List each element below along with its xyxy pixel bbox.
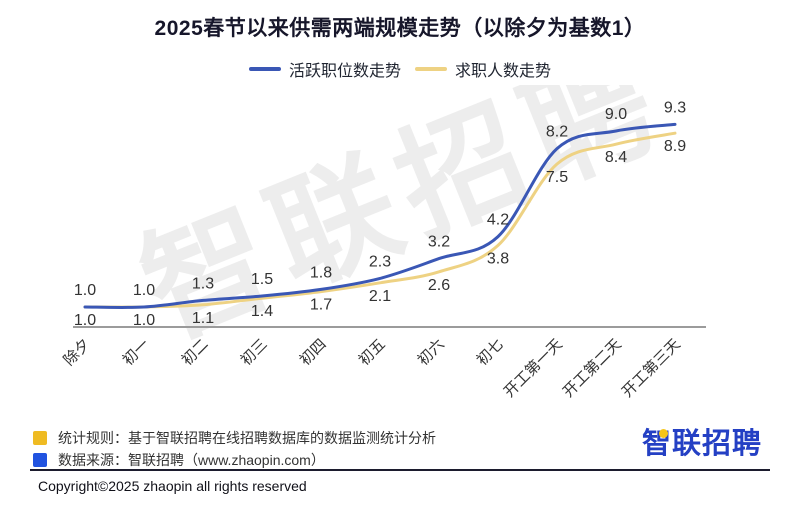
data-label-s1-p0: 1.0 xyxy=(74,312,96,329)
data-label-s1-p6: 2.6 xyxy=(428,277,450,294)
x-tick-label-8: 开工第一天 xyxy=(500,335,566,401)
x-tick-label-0: 除夕 xyxy=(61,336,94,369)
data-label-s1-p7: 3.8 xyxy=(487,250,509,267)
x-tick-label-5: 初五 xyxy=(356,336,389,369)
x-tick-label-1: 初一 xyxy=(120,336,153,369)
chart-title: 2025春节以来供需两端规模走势（以除夕为基数1） xyxy=(154,17,646,40)
data-label-s0-p8: 8.2 xyxy=(546,124,568,141)
legend-item-job-seekers: 求职人数走势 xyxy=(415,57,551,81)
data-label-s0-p4: 1.8 xyxy=(310,264,332,281)
footer-note-data-source-text: 数据来源：智联招聘（www.zhaopin.com） xyxy=(58,452,325,468)
chart-legend: 活跃职位数走势 求职人数走势 xyxy=(0,57,800,81)
data-label-s0-p9: 9.0 xyxy=(605,106,627,123)
data-label-s0-p6: 3.2 xyxy=(428,234,450,251)
x-tick-label-6: 初六 xyxy=(415,336,448,369)
copyright-text: Copyright©2025 zhaopin all rights reserv… xyxy=(38,478,307,494)
note-swatch-yellow xyxy=(33,431,47,445)
x-tick-label-7: 初七 xyxy=(474,336,507,369)
data-label-s0-p0: 1.0 xyxy=(74,282,96,299)
x-tick-label-10: 开工第三天 xyxy=(618,335,684,401)
x-tick-label-3: 初三 xyxy=(238,336,271,369)
zhaopin-logo: 智联招聘 xyxy=(642,424,762,464)
data-label-s1-p2: 1.1 xyxy=(192,310,214,327)
footer-note-statistics-rule-text: 统计规则：基于智联招聘在线招聘数据库的数据监测统计分析 xyxy=(58,430,436,446)
logo-yellow-dot-icon xyxy=(658,429,668,438)
data-label-s1-p10: 8.9 xyxy=(664,138,686,155)
footer-note-data-source: 数据来源：智联招聘（www.zhaopin.com） xyxy=(33,450,325,470)
x-tick-label-4: 初四 xyxy=(297,336,330,369)
data-label-s1-p9: 8.4 xyxy=(605,149,627,166)
legend-label-active-jobs: 活跃职位数走势 xyxy=(288,63,401,80)
series-line-0 xyxy=(83,122,677,309)
data-label-s0-p5: 2.3 xyxy=(369,253,391,270)
legend-line-swatch-yellow xyxy=(415,67,447,71)
legend-label-job-seekers: 求职人数走势 xyxy=(455,63,552,80)
data-label-s1-p3: 1.4 xyxy=(251,303,273,320)
note-swatch-blue xyxy=(33,453,47,467)
data-label-s1-p4: 1.7 xyxy=(310,297,332,314)
legend-line-swatch-blue xyxy=(248,67,281,71)
data-label-s1-p5: 2.1 xyxy=(369,288,391,305)
footer-note-statistics-rule: 统计规则：基于智联招聘在线招聘数据库的数据监测统计分析 xyxy=(33,428,436,448)
data-label-s1-p1: 1.0 xyxy=(133,312,155,329)
data-label-s0-p7: 4.2 xyxy=(487,212,509,229)
footer-divider xyxy=(30,469,770,471)
x-tick-label-9: 开工第二天 xyxy=(559,335,625,401)
data-label-s1-p8: 7.5 xyxy=(546,169,568,186)
data-label-s0-p3: 1.5 xyxy=(251,271,273,288)
series-line-1 xyxy=(83,131,677,309)
data-label-s0-p2: 1.3 xyxy=(192,275,214,292)
data-label-s0-p10: 9.3 xyxy=(664,99,686,116)
legend-item-active-jobs: 活跃职位数走势 xyxy=(248,57,401,81)
data-label-s0-p1: 1.0 xyxy=(133,282,155,299)
